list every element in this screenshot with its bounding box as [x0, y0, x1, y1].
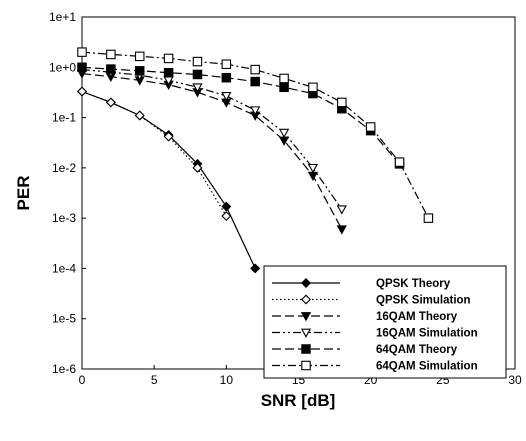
series-line [81, 90, 227, 217]
data-point [134, 66, 145, 76]
y-axis-ticks: 1e-6 1e-5 1e-4 1e-3 1e-2 1e-1 1e+0 1e+1 [49, 10, 86, 376]
legend-marker [301, 344, 311, 354]
series-qpsk-theory [77, 86, 261, 274]
legend-marker [300, 312, 312, 322]
data-point [221, 91, 232, 102]
legend-marker [301, 278, 311, 288]
data-point [278, 128, 290, 139]
y-tick-label: 1e-2 [52, 161, 76, 175]
series-16qam-theory [76, 69, 347, 235]
legend-entry: QPSK Simulation [272, 295, 471, 307]
legend-entry: QPSK Theory [272, 278, 451, 290]
data-point [163, 67, 174, 78]
data-point [250, 106, 261, 116]
y-tick-label: 1e-5 [52, 312, 76, 326]
data-point [221, 211, 232, 222]
legend-label: 16QAM Theory [376, 311, 458, 323]
data-point [423, 213, 434, 223]
legend-entry: 16QAM Simulation [272, 328, 478, 340]
data-point [336, 225, 347, 235]
series-layer [76, 47, 434, 274]
data-point [336, 205, 347, 215]
data-point [192, 56, 203, 67]
legend-label: 64QAM Theory [376, 344, 458, 356]
data-point [163, 131, 174, 142]
y-tick-label: 1e-3 [52, 211, 76, 225]
data-point [105, 97, 116, 108]
data-point [106, 64, 116, 74]
x-tick-label: 30 [508, 373, 522, 387]
data-point [307, 163, 319, 174]
data-point [77, 47, 87, 57]
data-point [134, 51, 145, 62]
legend-label: QPSK Simulation [376, 295, 471, 307]
data-point [337, 97, 347, 108]
data-point [394, 157, 405, 167]
series-qpsk-simulation [77, 86, 232, 222]
x-tick-label: 10 [220, 373, 234, 387]
y-tick-label: 1e+0 [49, 60, 76, 74]
legend-entry: 64QAM Theory [272, 344, 458, 356]
legend-entry: 64QAM Simulation [272, 361, 478, 373]
series-line [81, 73, 343, 230]
y-axis-title: PER [14, 176, 33, 211]
data-point [134, 110, 145, 121]
data-point [250, 76, 260, 87]
data-point [307, 171, 319, 181]
data-point [77, 86, 87, 97]
series-line [81, 90, 256, 269]
data-point [279, 73, 289, 84]
y-tick-label: 1e-6 [52, 362, 76, 376]
legend-marker [300, 328, 312, 338]
y-tick-label: 1e+1 [49, 10, 76, 24]
x-axis-title: SNR [dB] [261, 391, 336, 410]
legend-marker [301, 360, 311, 371]
data-point [163, 53, 174, 64]
data-point [192, 69, 203, 80]
legend: QPSK Theory QPSK Simulation 16QAM Theory 16… [263, 265, 507, 379]
data-point [192, 162, 203, 173]
data-point [221, 72, 232, 83]
data-point [308, 82, 318, 93]
series-line [81, 66, 400, 165]
data-point [250, 64, 260, 75]
legend-label: QPSK Theory [376, 278, 451, 290]
series-line [81, 69, 343, 210]
legend-entry: 16QAM Theory [272, 311, 458, 323]
data-point [106, 49, 116, 60]
legend-marker [301, 294, 311, 305]
y-tick-label: 1e-4 [52, 261, 76, 275]
legend-label: 16QAM Simulation [376, 328, 478, 340]
legend-label: 64QAM Simulation [376, 361, 478, 373]
data-point [250, 263, 261, 274]
y-tick-label: 1e-1 [52, 111, 76, 125]
x-tick-label: 0 [79, 373, 86, 387]
x-tick-label: 5 [151, 373, 158, 387]
data-point [77, 62, 87, 73]
data-point [221, 201, 232, 212]
series-64qam-simulation [77, 47, 434, 223]
data-point [365, 122, 376, 132]
data-point [221, 59, 232, 69]
data-point [279, 82, 289, 93]
data-point [192, 83, 203, 93]
